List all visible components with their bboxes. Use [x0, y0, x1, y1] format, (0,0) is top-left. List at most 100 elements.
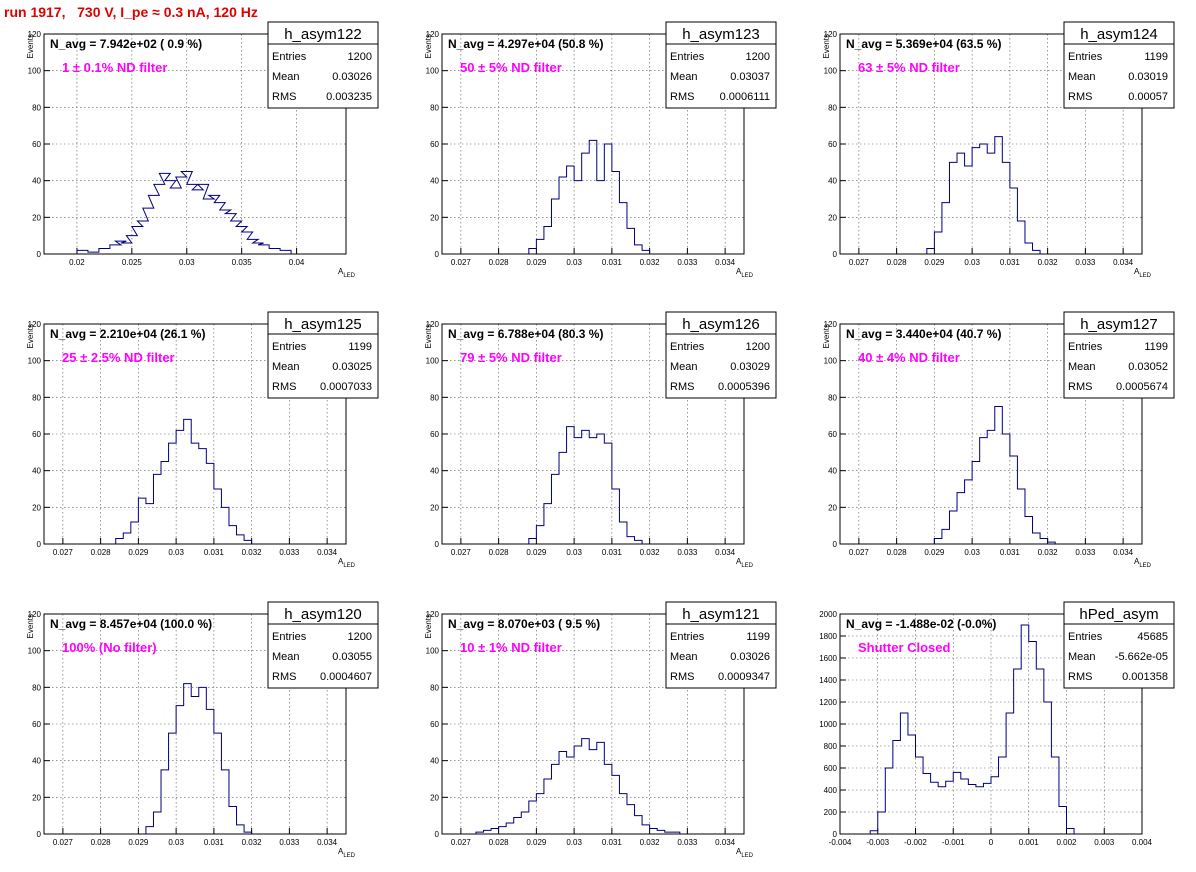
histogram-bin [946, 781, 954, 834]
x-tick-label: 0.027 [451, 838, 472, 847]
x-tick-label: 0.028 [489, 548, 510, 557]
histogram-bin [589, 140, 597, 254]
histogram-bin [934, 539, 942, 545]
stats-label: Mean [272, 651, 300, 663]
histogram-bin [551, 764, 559, 834]
y-tick-label: 100 [426, 647, 440, 656]
histogram-bin [153, 812, 161, 834]
histogram-bin [191, 443, 199, 544]
stats-value: 0.0009347 [718, 671, 770, 683]
stats-label: RMS [1068, 91, 1092, 103]
y-tick-label: 600 [824, 764, 838, 773]
y-tick-label: 20 [32, 213, 41, 222]
stats-box [665, 601, 777, 689]
x-tick-label: 0.03 [168, 548, 184, 557]
histogram-bin [191, 697, 199, 835]
stats-label: Mean [670, 71, 698, 83]
stats-box [267, 601, 379, 689]
histogram-bin [582, 153, 590, 254]
x-tick-label: 0.031 [204, 838, 225, 847]
histogram-bin [536, 526, 544, 544]
histogram-bin [627, 537, 635, 544]
histogram-bin [206, 463, 214, 544]
stats-label: Mean [272, 361, 300, 373]
filter-label: 100% (No filter) [62, 640, 157, 655]
y-tick-label: 40 [828, 177, 837, 186]
x-tick-label: 0.032 [640, 548, 661, 557]
y-tick-label: 1800 [819, 632, 837, 641]
histogram-bin [199, 449, 207, 544]
histogram-bin [574, 746, 582, 834]
stats-value: 0.03052 [1128, 361, 1168, 373]
y-tick-label: 0 [37, 540, 42, 549]
histogram-bin [529, 249, 537, 255]
y-tick-label: 0 [435, 830, 440, 839]
x-tick-label: 0.031 [602, 838, 623, 847]
histogram-bin [1025, 243, 1033, 254]
histogram-bin [934, 232, 942, 254]
stats-value: 1200 [348, 631, 372, 643]
x-tick-label: 0.029 [526, 258, 547, 267]
histogram-bin [521, 812, 529, 834]
y-tick-label: 60 [32, 140, 41, 149]
histogram-bars [927, 137, 1040, 254]
stats-value: 0.001358 [1122, 671, 1168, 683]
x-tick-label: 0.032 [1038, 548, 1059, 557]
stats-value: 0.0005396 [718, 381, 770, 393]
histogram-bin [619, 794, 627, 834]
histogram-bin [544, 779, 552, 834]
histogram-bin [529, 801, 537, 834]
x-tick-label: 0.027 [451, 548, 472, 557]
histogram-bin [138, 498, 146, 544]
histogram-bin [499, 827, 507, 834]
stats-label: RMS [272, 91, 296, 103]
histogram-bin [942, 529, 950, 544]
histogram-bin [206, 709, 214, 834]
histogram-bin [604, 443, 612, 544]
histogram-bin [635, 245, 643, 254]
y-tick-label: 0 [37, 830, 42, 839]
histogram-bin [635, 540, 643, 544]
y-axis-label: Events [26, 34, 35, 58]
x-tick-label: 0.031 [602, 548, 623, 557]
histogram-bin [1006, 713, 1014, 834]
stats-box [267, 311, 379, 399]
histogram-bin [983, 783, 991, 834]
y-tick-label: 20 [828, 213, 837, 222]
y-tick-label: 0 [833, 540, 838, 549]
y-tick-label: 20 [828, 503, 837, 512]
stats-value: 0.03026 [332, 71, 372, 83]
histogram-panel-h_asym123: 0.027 0.028 0.029 0.03 0.031 0.032 0.033 0.034 0… [424, 21, 777, 279]
histogram-bin [965, 480, 973, 544]
x-tick-label: 0.03 [179, 258, 195, 267]
stats-label: Entries [1068, 51, 1103, 63]
histogram-bin [258, 245, 269, 254]
stats-box [665, 21, 777, 109]
histogram-bin [506, 823, 514, 834]
histogram-bin [1059, 807, 1067, 835]
x-axis-label: ALED [1134, 267, 1152, 279]
y-axis-label: Events [26, 614, 35, 638]
stats-label: Entries [1068, 631, 1103, 643]
y-tick-label: 120 [824, 320, 838, 329]
histogram-bin [1067, 829, 1075, 835]
stats-value: 1199 [746, 631, 770, 643]
y-tick-label: 40 [32, 467, 41, 476]
y-axis-label: Events [26, 324, 35, 348]
stats-label: RMS [272, 381, 296, 393]
stats-label: Entries [272, 631, 307, 643]
x-tick-label: 0.031 [602, 258, 623, 267]
histogram-line [475, 738, 681, 834]
histogram-bin [949, 162, 957, 254]
histogram-panel-h_asym125: 0.027 0.028 0.029 0.03 0.031 0.032 0.033 0.034 0… [26, 311, 379, 569]
stats-label: RMS [272, 671, 296, 683]
stats-box [665, 311, 777, 399]
x-tick-label: 0.029 [924, 258, 945, 267]
histogram-bin [1051, 757, 1059, 834]
x-tick-label: 0.033 [677, 838, 698, 847]
y-tick-label: 40 [828, 467, 837, 476]
stats-label: Entries [272, 51, 307, 63]
x-tick-label: 0.034 [1113, 548, 1134, 557]
stats-value: -5.662e-05 [1115, 651, 1168, 663]
x-tick-label: 0.027 [849, 258, 870, 267]
